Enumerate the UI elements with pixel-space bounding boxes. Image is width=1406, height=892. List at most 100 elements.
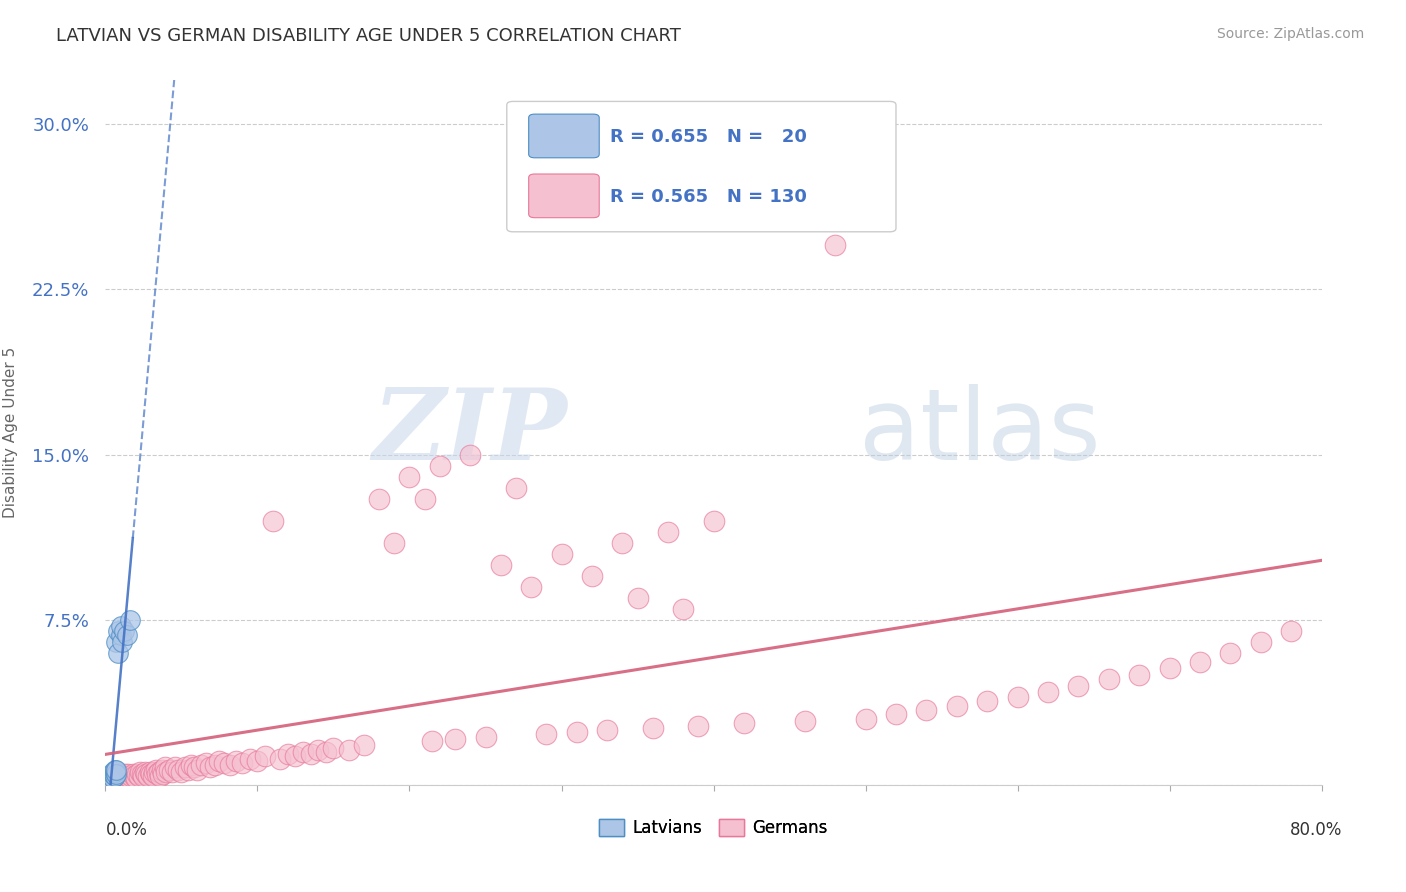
Point	[337, 742, 360, 756]
Point	[138, 764, 160, 779]
Point	[112, 769, 135, 783]
Point	[110, 772, 132, 786]
Text: ZIP: ZIP	[373, 384, 568, 481]
Point	[413, 491, 436, 506]
Point	[157, 763, 180, 777]
Point	[103, 763, 125, 777]
Text: Source: ZipAtlas.com: Source: ZipAtlas.com	[1216, 27, 1364, 41]
Point	[167, 763, 190, 777]
Point	[117, 767, 139, 781]
Point	[382, 535, 405, 549]
Point	[536, 727, 558, 741]
Text: 80.0%: 80.0%	[1291, 821, 1343, 838]
Text: R = 0.565   N = 130: R = 0.565 N = 130	[610, 187, 807, 205]
Point	[225, 754, 247, 768]
Point	[855, 712, 877, 726]
Point	[194, 756, 217, 770]
Point	[186, 763, 208, 777]
Point	[581, 568, 603, 582]
Point	[176, 763, 198, 777]
Point	[148, 764, 170, 779]
Point	[945, 698, 967, 713]
Point	[105, 767, 128, 781]
Point	[139, 767, 162, 781]
Point	[793, 714, 815, 728]
Text: atlas: atlas	[859, 384, 1101, 481]
Point	[101, 772, 124, 786]
Point	[162, 764, 184, 779]
Point	[150, 763, 173, 777]
Point	[565, 725, 588, 739]
Point	[143, 764, 166, 779]
Point	[353, 739, 375, 753]
Point	[107, 646, 129, 660]
Point	[368, 491, 391, 506]
Point	[190, 758, 212, 772]
Point	[107, 624, 129, 638]
Point	[262, 514, 284, 528]
Point	[105, 769, 128, 783]
Point	[115, 628, 138, 642]
Point	[118, 613, 141, 627]
Point	[183, 760, 205, 774]
Point	[489, 558, 512, 572]
Point	[142, 769, 165, 783]
Point	[110, 769, 132, 783]
Point	[702, 514, 725, 528]
Point	[1067, 679, 1090, 693]
Point	[1098, 673, 1121, 687]
Point	[111, 635, 134, 649]
Text: LATVIAN VS GERMAN DISABILITY AGE UNDER 5 CORRELATION CHART: LATVIAN VS GERMAN DISABILITY AGE UNDER 5…	[56, 27, 681, 45]
Point	[110, 628, 132, 642]
Point	[149, 769, 172, 783]
Point	[121, 767, 143, 781]
Point	[915, 703, 938, 717]
Point	[100, 769, 122, 783]
Point	[114, 767, 136, 781]
Y-axis label: Disability Age Under 5: Disability Age Under 5	[3, 347, 18, 518]
Point	[884, 707, 907, 722]
Point	[153, 760, 176, 774]
Point	[763, 117, 786, 131]
Point	[1219, 646, 1241, 660]
Point	[429, 458, 451, 473]
Point	[204, 758, 226, 772]
FancyBboxPatch shape	[529, 114, 599, 158]
Point	[132, 769, 155, 783]
Point	[277, 747, 299, 761]
Point	[458, 448, 481, 462]
Point	[398, 469, 420, 483]
Point	[596, 723, 619, 737]
Point	[145, 763, 167, 777]
Point	[269, 751, 291, 765]
Point	[170, 764, 193, 779]
Point	[231, 756, 253, 770]
Point	[173, 760, 195, 774]
Point	[219, 758, 242, 772]
Point	[115, 769, 138, 783]
Point	[474, 730, 496, 744]
FancyBboxPatch shape	[529, 174, 599, 218]
Point	[128, 769, 150, 783]
Point	[1036, 685, 1059, 699]
Point	[103, 764, 125, 779]
Point	[98, 772, 121, 786]
Point	[976, 694, 998, 708]
Point	[101, 772, 124, 786]
Point	[165, 760, 187, 774]
Point	[299, 747, 322, 761]
Point	[101, 767, 124, 781]
Point	[105, 763, 128, 777]
Point	[200, 760, 222, 774]
Point	[1188, 655, 1211, 669]
Point	[135, 767, 157, 781]
Point	[136, 769, 159, 783]
Text: R = 0.655   N =   20: R = 0.655 N = 20	[610, 128, 807, 145]
Point	[505, 481, 527, 495]
Point	[672, 601, 695, 615]
Point	[1007, 690, 1029, 704]
Point	[1128, 668, 1150, 682]
Point	[254, 749, 277, 764]
Point	[1279, 624, 1302, 638]
Point	[641, 721, 664, 735]
